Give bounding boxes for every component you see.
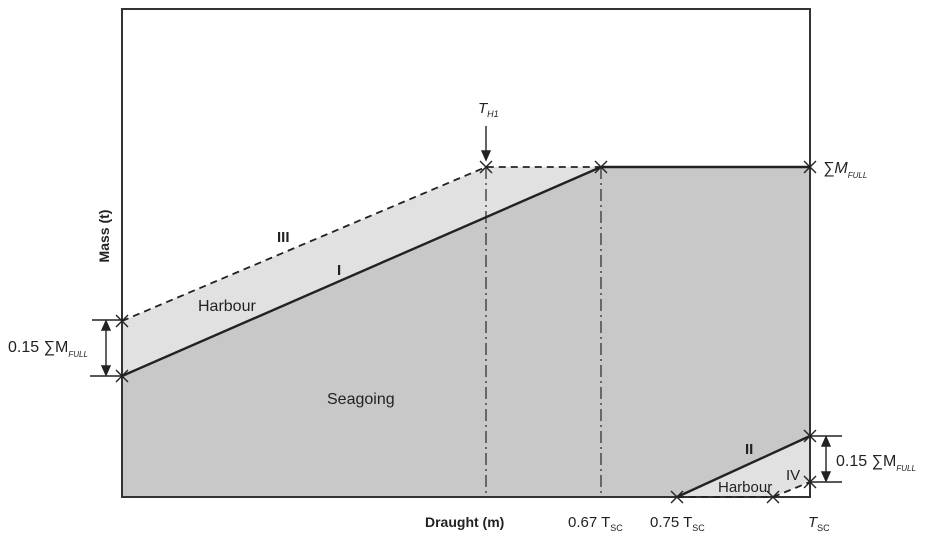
x-tick-067: 0.67 TSC <box>568 514 623 533</box>
y-axis-label: Mass (t) <box>96 210 112 263</box>
right-dimension-label: 0.15 ∑MFULL <box>836 453 916 473</box>
line-III <box>121 166 601 322</box>
line-III-label: III <box>277 229 290 246</box>
line-II <box>676 434 811 499</box>
th1-arrow <box>480 126 492 162</box>
line-I <box>121 165 602 378</box>
line-II-label: II <box>745 441 753 458</box>
x-axis-label: Draught (m) <box>425 514 504 530</box>
harbour-label-upper: Harbour <box>198 298 256 315</box>
sum-full-label: ∑MFULL <box>823 160 867 180</box>
plot-frame <box>121 8 811 498</box>
line-IV-label: IV <box>786 467 800 484</box>
seagoing-label: Seagoing <box>327 391 395 408</box>
harbour-label-lower: Harbour <box>718 479 772 496</box>
x-tick-075: 0.75 TSC <box>650 514 705 533</box>
seagoing-region <box>122 167 810 497</box>
line-I-label: I <box>337 262 341 279</box>
x-tick-tsc: TSC <box>808 514 830 533</box>
right-dimension <box>810 435 842 483</box>
left-dimension <box>90 319 122 377</box>
left-dimension-label: 0.15 ∑MFULL <box>8 339 88 359</box>
th1-label: TH1 <box>478 100 499 119</box>
